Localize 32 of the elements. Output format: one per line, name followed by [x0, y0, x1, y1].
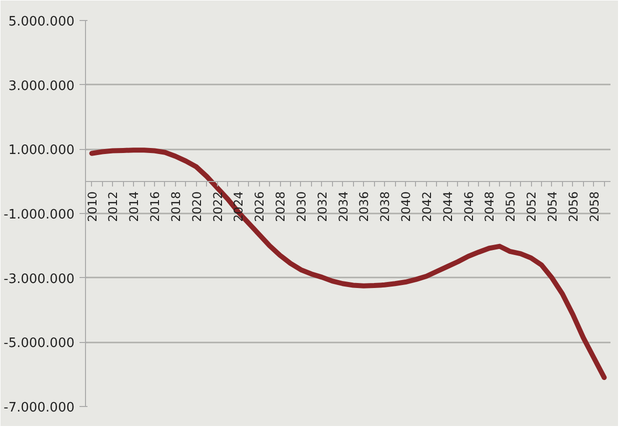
x-tick-label: 2036	[357, 191, 372, 222]
x-tick-label: 2028	[274, 191, 288, 222]
x-tick-label: 2056	[566, 191, 580, 222]
x-tick-label: 2024	[232, 191, 246, 222]
x-tick-label: 2050	[504, 191, 518, 222]
x-tick-label: 2016	[148, 191, 162, 222]
y-tick-label: 5.000.000	[8, 14, 75, 30]
x-tick-label: 2058	[587, 191, 602, 222]
x-tick-label: 2046	[462, 191, 476, 222]
x-tick-label: 2020	[190, 191, 204, 222]
y-tick-label: -5.000.000	[4, 336, 75, 352]
x-tick-label: 2044	[440, 191, 455, 222]
x-tick-label: 2018	[168, 191, 183, 222]
x-tick-label: 2026	[252, 191, 267, 222]
x-tick-label: 2048	[482, 191, 497, 222]
x-tick-label: 2040	[399, 191, 414, 222]
x-tick-label: 2032	[315, 191, 330, 222]
x-tick-label: 2038	[378, 191, 392, 222]
x-tick-label: 2034	[336, 191, 350, 222]
x-tick-label: 2022	[210, 191, 225, 222]
y-tick-label: 1.000.000	[8, 143, 75, 158]
x-tick-label: 2052	[524, 191, 539, 222]
y-tick-label: -3.000.000	[4, 272, 75, 287]
y-tick-label: -7.000.000	[4, 400, 75, 416]
y-tick-label: 3.000.000	[8, 78, 75, 94]
x-tick-label: 2054	[545, 191, 560, 222]
y-tick-label: -1.000.000	[4, 208, 75, 222]
x-tick-label: 2042	[420, 191, 434, 222]
x-tick-label: 2030	[294, 191, 308, 222]
x-tick-label: 2010	[85, 191, 100, 222]
x-tick-label: 2014	[127, 191, 142, 222]
x-tick-label: 2012	[106, 191, 120, 222]
